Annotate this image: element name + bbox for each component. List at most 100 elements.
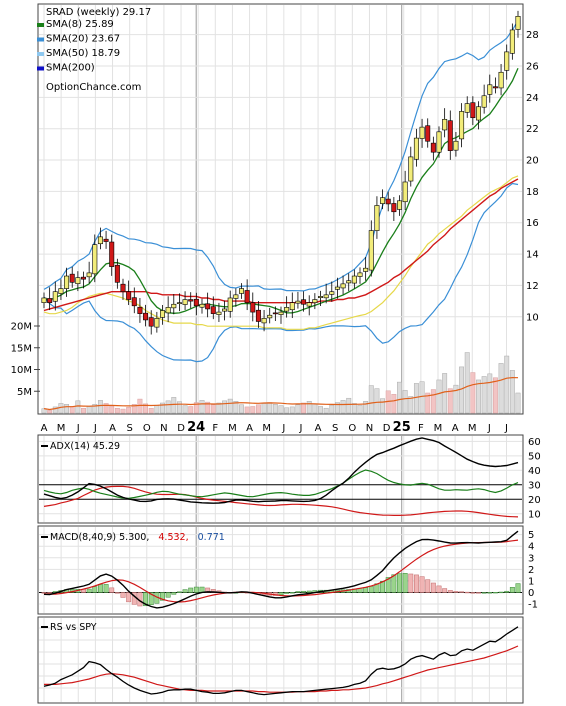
volume-bar <box>447 388 453 414</box>
volume-bar <box>52 406 58 414</box>
candle-body <box>284 307 290 312</box>
candle-body <box>193 298 199 307</box>
macd-histogram-bar <box>182 589 188 593</box>
macd-histogram-bar <box>109 587 115 593</box>
macd-histogram-bar <box>492 592 498 594</box>
candle-body <box>272 312 278 315</box>
macd-histogram-bar <box>363 587 369 593</box>
macd-lines <box>43 530 519 609</box>
x-axis-label: 25 <box>393 420 411 435</box>
candle-body <box>408 156 414 182</box>
volume-tick-label: 15M <box>11 343 32 354</box>
macd-histogram-bar <box>464 591 470 594</box>
volume-bar <box>408 396 414 414</box>
volume-bar <box>160 402 165 414</box>
candle-body <box>267 314 273 319</box>
volume-bar <box>272 404 278 414</box>
x-axis-label: O <box>143 423 151 434</box>
volume-average-line <box>43 376 519 411</box>
candle-body <box>160 310 166 318</box>
candle-body <box>255 309 261 322</box>
candle-body <box>453 140 459 151</box>
candle-body <box>188 299 194 302</box>
volume-bar <box>289 406 295 414</box>
candle-body <box>47 298 53 303</box>
volume-bar <box>295 404 301 414</box>
macd-histogram-bar <box>97 584 103 593</box>
macd-panel-frame <box>37 525 524 615</box>
x-axis-label: J <box>298 423 302 434</box>
volume-bar <box>368 385 374 414</box>
adx-axis-ticks: 10 20 30 40 50 60 <box>528 437 541 520</box>
x-axis-label: M <box>434 423 443 434</box>
volume-bar <box>430 389 436 414</box>
macd-histogram-bar <box>442 588 448 593</box>
x-axis-label: A <box>315 423 322 434</box>
price-axis-ticks: 10 12 14 16 18 20 22 24 26 28 <box>526 30 539 323</box>
candle-body <box>233 294 239 299</box>
rs-panel: RS vs SPY <box>37 616 524 704</box>
macd-histogram-bar <box>41 592 47 594</box>
macd-histogram-bar <box>92 586 98 593</box>
macd-histogram-bar <box>476 592 481 594</box>
candle-body <box>334 286 340 290</box>
macd-histogram-bar <box>385 577 391 593</box>
adx-tick-label: 10 <box>528 509 541 520</box>
candle-body <box>481 95 487 108</box>
x-axis-label: N <box>366 423 373 434</box>
macd-histogram-bar <box>193 586 199 593</box>
x-axis-label: A <box>109 423 116 434</box>
candle-body <box>363 267 369 272</box>
legend-label: SMA(8) 25.89 <box>46 19 114 30</box>
candle-body <box>504 51 510 71</box>
volume-bar <box>481 376 487 414</box>
macd-histogram-bar <box>402 573 408 593</box>
price-panel: 10 12 14 16 18 20 22 24 26 28 5M 10M 15M 20M SRAD (w… <box>11 3 539 415</box>
candle-body <box>154 318 160 328</box>
macd-value: MACD(8,40,9) 5.300, <box>50 532 149 543</box>
candle-body <box>222 308 228 312</box>
macd-histogram-bar <box>509 587 515 593</box>
volume-bar <box>306 401 312 414</box>
volume-bar <box>464 352 470 414</box>
rs-lines <box>43 626 519 696</box>
volume-bar <box>154 405 160 414</box>
volume-bar <box>97 400 103 414</box>
volume-bar <box>476 379 481 414</box>
candle-body <box>385 198 391 205</box>
macd-histogram-bar <box>408 573 414 593</box>
macd-histogram-bar <box>143 592 149 607</box>
volume-bar <box>329 404 335 414</box>
macd-signal-value: 4.532, <box>158 532 188 543</box>
x-axis-labels: A M J J A S O N D 24 F M A M J J A S O N D 25 F M A M J J <box>41 420 508 435</box>
macd-title: MACD(8,40,9) 5.300, 4.532, 0.771 <box>50 532 225 543</box>
candle-body <box>413 137 419 160</box>
macd-line <box>43 530 519 609</box>
candle-body <box>81 276 87 280</box>
watermark: OptionChance.com <box>46 82 141 93</box>
macd-histogram-bar <box>47 592 53 594</box>
volume-bar <box>470 372 476 414</box>
volume-bar <box>413 383 419 414</box>
volume-bar <box>75 400 81 414</box>
adx-tick-label: 60 <box>528 437 541 448</box>
candle-body <box>470 102 476 119</box>
macd-histogram-bar <box>126 592 132 603</box>
upper-band-line <box>43 20 519 292</box>
price-tick-label: 16 <box>526 218 539 229</box>
macd-histogram-bar <box>447 590 453 593</box>
macd-signal-line <box>43 539 519 603</box>
candle-body <box>69 273 75 283</box>
adx-title: ADX(14) 45.29 <box>50 441 120 452</box>
x-axis-label: J <box>487 423 491 434</box>
candle-body <box>442 118 448 131</box>
macd-histogram-bar <box>148 592 154 606</box>
volume-bar <box>165 400 171 414</box>
macd-histogram-bar <box>289 592 295 594</box>
candle-body <box>109 241 115 267</box>
candle-body <box>92 244 98 275</box>
volume-bar <box>357 404 363 414</box>
volume-bar <box>126 407 132 414</box>
volume-bar <box>515 392 521 414</box>
